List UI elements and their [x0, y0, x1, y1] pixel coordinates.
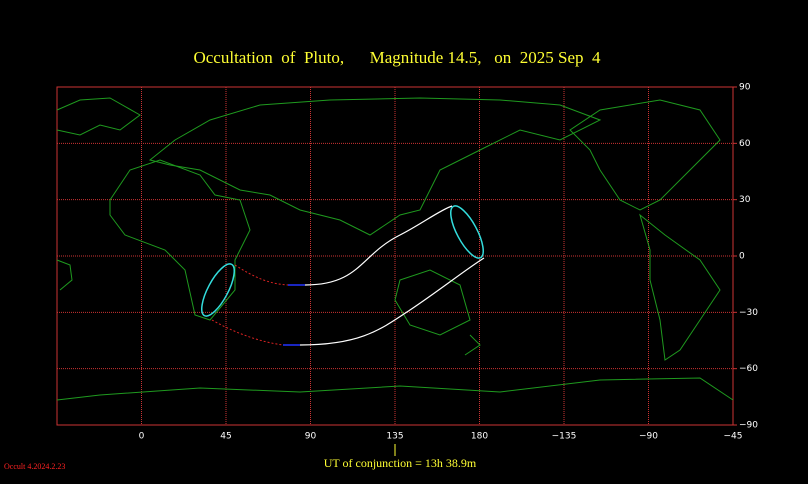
occultation-path	[201, 205, 485, 346]
lat-tick-label: 30	[739, 195, 751, 205]
lon-tick-label: 90	[305, 432, 317, 442]
lon-tick-label: 45	[220, 432, 231, 442]
coastlines	[56, 97, 734, 401]
lat-tick-label: −60	[739, 364, 758, 374]
lat-tick-label: 60	[739, 139, 751, 149]
lat-tick-label: 90	[739, 83, 751, 93]
conjunction-label: UT of conjunction = 13h 38.9m	[324, 456, 477, 470]
lon-tick-label: 0	[139, 432, 145, 442]
version-label: Occult 4.2024.2.23	[4, 462, 65, 471]
title: Occultation of Pluto, Magnitude 14.5, on…	[193, 48, 601, 67]
lat-tick-label: 0	[739, 252, 745, 262]
lon-tick-label: −45	[724, 432, 743, 442]
lon-tick-label: −90	[639, 432, 658, 442]
lat-tick-label: −30	[739, 308, 758, 318]
lon-tick-label: 180	[471, 432, 488, 442]
lon-tick-label: 135	[386, 432, 403, 442]
lon-tick-label: −135	[552, 432, 577, 442]
lat-tick-label: −90	[739, 421, 758, 431]
